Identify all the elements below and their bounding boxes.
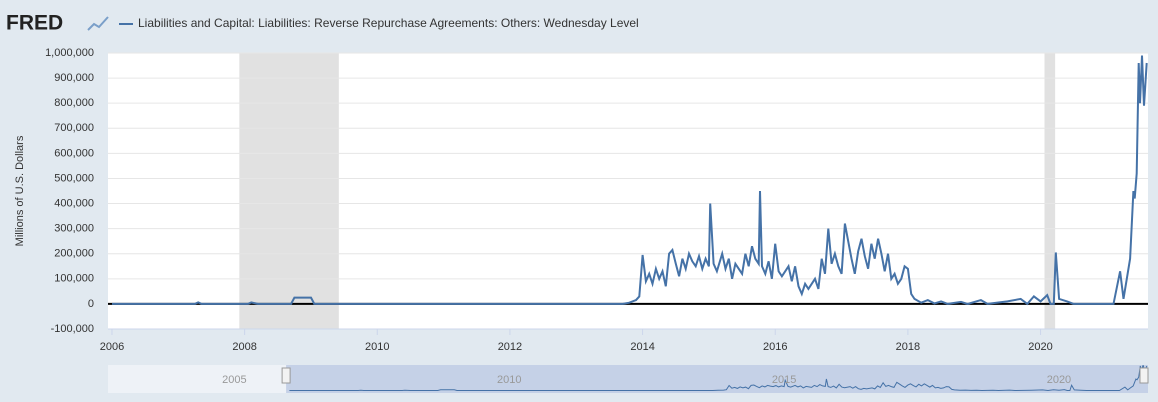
y-tick-label: 100,000 [54, 273, 94, 285]
x-tick-label: 2006 [100, 341, 124, 353]
x-tick-label: 2012 [498, 341, 522, 353]
x-tick-label: 2016 [763, 341, 787, 353]
y-tick-label: 300,000 [54, 223, 94, 235]
y-tick-label: 600,000 [54, 147, 94, 159]
x-tick-label: 2010 [365, 341, 389, 353]
navigator [108, 365, 1148, 393]
y-tick-label: 500,000 [54, 172, 94, 184]
navigator-label: 2005 [222, 374, 246, 386]
y-tick-label: 1,000,000 [45, 47, 94, 59]
data-line [112, 55, 1148, 306]
logo-icon [87, 16, 109, 31]
y-tick-label: -100,000 [51, 323, 94, 335]
recession-band [1044, 53, 1056, 329]
y-tick-label: 700,000 [54, 122, 94, 134]
navigator-handle[interactable] [1139, 367, 1149, 384]
legend-label: Liabilities and Capital: Liabilities: Re… [138, 16, 639, 30]
x-tick-label: 2014 [630, 341, 654, 353]
y-axis-title: Millions of U.S. Dollars [14, 135, 26, 246]
navigator-handle[interactable] [281, 367, 291, 384]
navigator-line [289, 365, 1148, 392]
navigator-label: 2020 [1047, 374, 1071, 386]
x-tick-label: 2008 [232, 341, 256, 353]
navigator-label: 2010 [497, 374, 521, 386]
y-tick-label: 900,000 [54, 72, 94, 84]
navigator-label: 2015 [772, 374, 796, 386]
y-tick-label: 200,000 [54, 248, 94, 260]
recession-band [239, 53, 339, 329]
navigator-selection [286, 365, 1148, 393]
y-tick-label: 800,000 [54, 97, 94, 109]
logo: FRED [6, 12, 63, 35]
y-tick-label: 0 [88, 298, 94, 310]
x-tick-label: 2020 [1028, 341, 1052, 353]
x-tick-label: 2018 [896, 341, 920, 353]
y-tick-label: 400,000 [54, 197, 94, 209]
